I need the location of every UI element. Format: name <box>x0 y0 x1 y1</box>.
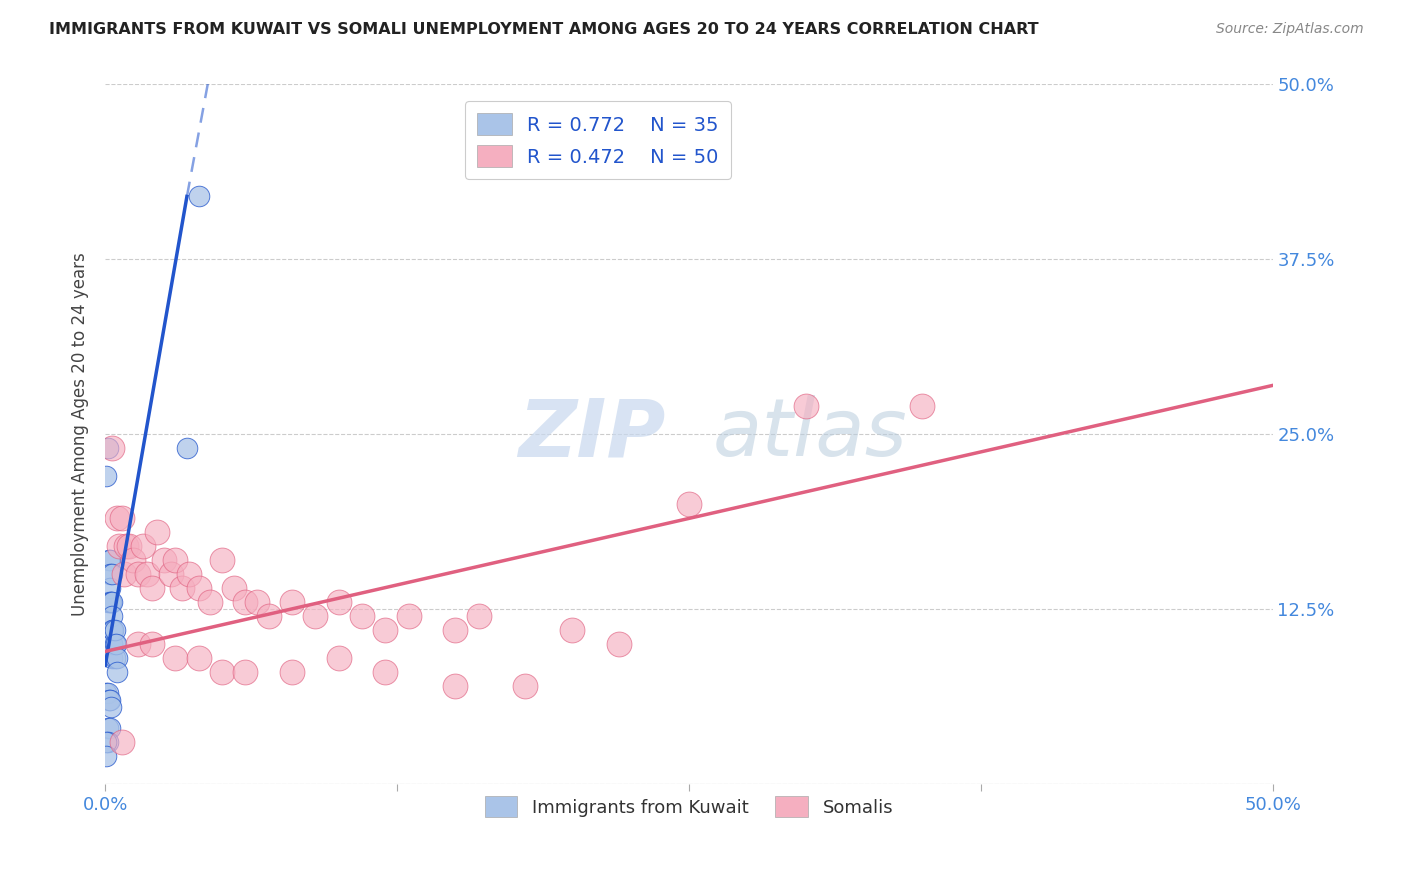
Point <box>187 189 209 203</box>
Point <box>678 498 700 512</box>
Point <box>96 595 118 609</box>
Point <box>374 624 396 638</box>
Point <box>98 582 121 596</box>
Point <box>328 651 350 665</box>
Point <box>152 553 174 567</box>
Point <box>101 637 124 651</box>
Point <box>141 582 163 596</box>
Point <box>103 637 125 651</box>
Point <box>105 511 128 525</box>
Point <box>468 609 491 624</box>
Point <box>96 735 118 749</box>
Point <box>165 553 187 567</box>
Point <box>110 511 132 525</box>
Point <box>98 595 121 609</box>
Point <box>200 595 222 609</box>
Point <box>122 553 145 567</box>
Point <box>281 595 304 609</box>
Point <box>127 637 149 651</box>
Point <box>350 609 373 624</box>
Point <box>112 567 135 582</box>
Point <box>444 680 467 694</box>
Point <box>607 637 630 651</box>
Point <box>515 680 537 694</box>
Point <box>187 651 209 665</box>
Point <box>101 609 124 624</box>
Point <box>108 540 131 554</box>
Point <box>257 609 280 624</box>
Point <box>211 665 233 680</box>
Point <box>103 624 125 638</box>
Point <box>145 525 167 540</box>
Point <box>101 624 124 638</box>
Point <box>115 540 138 554</box>
Point <box>398 609 420 624</box>
Text: atlas: atlas <box>713 395 907 474</box>
Point <box>98 722 121 736</box>
Point <box>98 567 121 582</box>
Point <box>794 400 817 414</box>
Point <box>110 735 132 749</box>
Legend: Immigrants from Kuwait, Somalis: Immigrants from Kuwait, Somalis <box>478 789 900 824</box>
Point <box>222 582 245 596</box>
Point <box>159 567 181 582</box>
Point <box>101 637 124 651</box>
Point <box>98 693 121 707</box>
Point <box>96 469 118 483</box>
Y-axis label: Unemployment Among Ages 20 to 24 years: Unemployment Among Ages 20 to 24 years <box>72 252 89 616</box>
Point <box>96 749 118 764</box>
Point <box>187 582 209 596</box>
Point <box>304 609 326 624</box>
Point <box>179 567 201 582</box>
Point <box>176 442 198 456</box>
Point <box>101 567 124 582</box>
Point <box>444 624 467 638</box>
Point <box>96 735 118 749</box>
Point <box>281 665 304 680</box>
Point <box>101 442 124 456</box>
Point <box>96 686 118 700</box>
Point <box>97 553 120 567</box>
Point <box>98 553 121 567</box>
Point <box>911 400 934 414</box>
Point <box>103 624 125 638</box>
Point <box>172 582 194 596</box>
Point <box>328 595 350 609</box>
Point <box>96 442 118 456</box>
Point <box>100 700 122 714</box>
Point <box>211 553 233 567</box>
Point <box>131 540 153 554</box>
Point <box>165 651 187 665</box>
Point <box>141 637 163 651</box>
Point <box>233 665 256 680</box>
Point <box>96 686 118 700</box>
Point <box>96 722 118 736</box>
Point <box>127 567 149 582</box>
Point <box>105 665 128 680</box>
Point <box>101 595 124 609</box>
Point <box>561 624 583 638</box>
Point <box>136 567 159 582</box>
Text: IMMIGRANTS FROM KUWAIT VS SOMALI UNEMPLOYMENT AMONG AGES 20 TO 24 YEARS CORRELAT: IMMIGRANTS FROM KUWAIT VS SOMALI UNEMPLO… <box>49 22 1039 37</box>
Point <box>101 651 124 665</box>
Point <box>97 693 120 707</box>
Point <box>246 595 269 609</box>
Point <box>103 651 125 665</box>
Point <box>233 595 256 609</box>
Point <box>374 665 396 680</box>
Point <box>100 595 122 609</box>
Text: Source: ZipAtlas.com: Source: ZipAtlas.com <box>1216 22 1364 37</box>
Point <box>117 540 139 554</box>
Point <box>104 637 127 651</box>
Point <box>105 651 128 665</box>
Text: ZIP: ZIP <box>519 395 665 474</box>
